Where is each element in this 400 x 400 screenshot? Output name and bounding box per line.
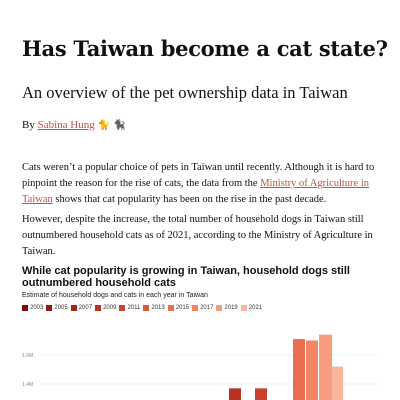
legend-label: 2009 [103, 305, 117, 311]
page-title: Has Taiwan become a cat state? [22, 36, 388, 61]
legend-swatch [119, 305, 126, 311]
legend-item-2003: 2003 [22, 305, 43, 311]
bar-2021 [332, 366, 343, 400]
chart-title: While cat popularity is growing in Taiwa… [22, 265, 350, 289]
y-tick-label: 1.4M [22, 382, 33, 388]
legend-label: 2003 [30, 305, 44, 311]
legend-label: 2005 [54, 305, 68, 311]
legend-item-2015: 2015 [167, 305, 190, 311]
bar-2019 [319, 334, 332, 400]
y-tick-label: 1.6M [22, 353, 33, 359]
intro-text-after: shows that cat popularity has been on th… [52, 194, 327, 205]
second-paragraph: However, despite the increase, the total… [22, 214, 373, 257]
legend-swatch [143, 305, 150, 311]
legend-item-2005: 2005 [46, 305, 68, 311]
legend-label: 2013 [151, 305, 165, 311]
legend-item-2021: 2021 [240, 305, 263, 311]
legend-item-2011: 2011 [119, 305, 140, 311]
page-subtitle: An overview of the pet ownership data in… [22, 83, 348, 102]
bar-2011 [255, 388, 267, 400]
chart-legend: 2003 2005 2007 2009 2011 2013 2015 2017 2019 2021 [22, 305, 262, 311]
bar-2017 [306, 340, 318, 400]
legend-item-2017: 2017 [192, 305, 213, 311]
legend-swatch [192, 305, 199, 311]
legend-item-2013: 2013 [143, 305, 165, 311]
bar-2009 [229, 388, 241, 400]
legend-label: 2015 [175, 305, 190, 311]
author-link[interactable]: Sabina Hung [37, 119, 95, 131]
legend-label: 2011 [127, 305, 141, 311]
cat-emoji-icon: 🐈 🐈‍⬛ [97, 120, 126, 131]
byline-prefix: By [22, 119, 35, 131]
legend-swatch [70, 305, 77, 311]
byline: By Sabina Hung 🐈 🐈‍⬛ [22, 119, 126, 131]
legend-item-2019: 2019 [216, 305, 238, 311]
chart-subtitle: Estimate of household dogs and cats in e… [22, 292, 208, 299]
intro-text-before: Cats weren’t a popular choice of pets in… [22, 162, 375, 189]
bar-2015 [293, 339, 305, 400]
legend-label: 2007 [78, 305, 93, 311]
legend-swatch [22, 305, 28, 311]
legend-swatch [167, 305, 174, 311]
legend-swatch [216, 305, 223, 311]
intro-paragraph: Cats weren’t a popular choice of pets in… [22, 160, 378, 208]
legend-swatch [46, 305, 53, 311]
legend-swatch [95, 305, 102, 311]
legend-label: 2019 [224, 305, 238, 311]
legend-swatch [240, 305, 247, 311]
legend-item-2007: 2007 [70, 305, 93, 311]
legend-label: 2017 [200, 305, 214, 311]
bar-chart: 1.6M 1.4M [22, 334, 378, 400]
legend-item-2009: 2009 [95, 305, 116, 311]
ministry-link[interactable]: Ministry of Agriculture in Taiwan [22, 178, 369, 205]
legend-label: 2021 [248, 305, 263, 311]
